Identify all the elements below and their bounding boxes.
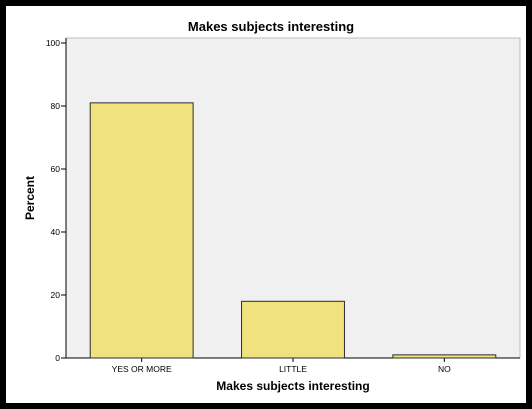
y-tick-label: 80 bbox=[51, 101, 61, 111]
bars bbox=[89, 102, 497, 359]
y-tick-label: 60 bbox=[51, 164, 61, 174]
bar-little bbox=[241, 300, 345, 359]
y-axis: 0 20 40 60 80 100 bbox=[46, 38, 67, 363]
bar-no bbox=[392, 354, 497, 359]
chart-title: Makes subjects interesting bbox=[188, 19, 354, 34]
y-tick-label: 0 bbox=[55, 353, 60, 363]
y-axis-title: Percent bbox=[23, 176, 37, 220]
y-tick-label: 20 bbox=[51, 290, 61, 300]
x-tick-label: NO bbox=[438, 364, 451, 374]
x-tick-label: YES OR MORE bbox=[112, 364, 172, 374]
bar-yes-or-more bbox=[89, 102, 194, 359]
x-axis: YES OR MORE LITTLE NO bbox=[66, 357, 520, 374]
y-tick-label: 100 bbox=[46, 38, 60, 48]
x-axis-title: Makes subjects interesting bbox=[216, 379, 369, 393]
x-tick-label: LITTLE bbox=[279, 364, 307, 374]
y-tick-label: 40 bbox=[51, 227, 61, 237]
